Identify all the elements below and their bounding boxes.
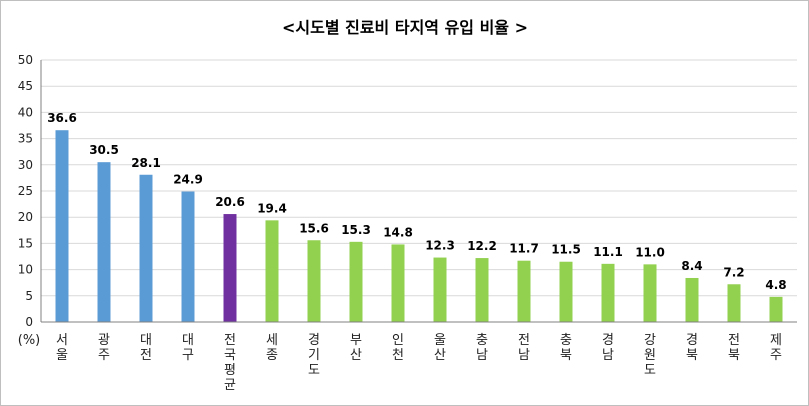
value-label: 15.3 — [341, 223, 371, 237]
y-axis-ticks: 0 5 10 15 20 25 30 35 40 45 50 — [18, 53, 33, 329]
value-label: 30.5 — [89, 143, 119, 157]
bar-인천 — [391, 244, 405, 322]
value-label: 11.1 — [593, 245, 623, 259]
value-label: 4.8 — [765, 278, 786, 292]
bar-경북 — [685, 277, 699, 322]
value-label: 11.0 — [635, 245, 665, 259]
y-tick-label: 35 — [18, 132, 33, 146]
value-label: 24.9 — [173, 173, 203, 187]
bar-부산 — [349, 241, 363, 322]
bar-충남 — [475, 258, 489, 322]
bar-경남 — [601, 263, 615, 322]
y-tick-label: 15 — [18, 236, 33, 250]
bar-충북 — [559, 261, 573, 322]
value-label: 15.6 — [299, 221, 329, 235]
y-tick-label: 25 — [18, 184, 33, 198]
value-label: 8.4 — [681, 259, 702, 273]
chart-title: <시도별 진료비 타지역 유입 비율 > — [282, 18, 528, 37]
y-tick-label: 5 — [25, 289, 33, 303]
y-tick-label: 10 — [18, 263, 33, 277]
value-label: 12.2 — [467, 239, 497, 253]
category-labels: 서 울 광 주 대 전 대 구 전 국 평 균 세 종 경 기 도 부 산 인 천 울 산 충 남 전 남 충 북 경 남 강 원 도 경 북 전 북 제 주 — [56, 333, 782, 393]
bar-광주 — [97, 162, 111, 322]
y-tick-label: 20 — [18, 210, 33, 224]
value-label: 20.6 — [215, 195, 245, 209]
bar-전국평균 — [223, 214, 237, 322]
y-tick-label: 30 — [18, 158, 33, 172]
bar-대전 — [139, 174, 153, 322]
value-label: 12.3 — [425, 239, 455, 253]
value-label: 28.1 — [131, 156, 161, 170]
bar-대구 — [181, 191, 195, 322]
value-labels: 36.6 30.5 28.1 24.9 20.6 19.4 15.6 15.3 14.8 12.3… — [47, 111, 786, 292]
value-label: 36.6 — [47, 111, 77, 125]
bar-경기도 — [307, 240, 321, 322]
value-label: 14.8 — [383, 225, 413, 239]
grid-lines — [41, 59, 797, 297]
y-tick-label: 45 — [18, 79, 33, 93]
bar-강원도 — [643, 264, 657, 322]
value-label: 7.2 — [723, 265, 744, 279]
bar-전북 — [727, 284, 741, 322]
y-tick-label: 50 — [18, 53, 33, 67]
bar-전남 — [517, 260, 531, 322]
bar-서울 — [55, 130, 69, 322]
y-tick-label: 40 — [18, 105, 33, 119]
value-label: 11.5 — [551, 243, 581, 257]
bar-울산 — [433, 257, 447, 322]
bar-세종 — [265, 220, 279, 322]
bar-제주 — [769, 296, 783, 322]
value-label: 19.4 — [257, 201, 287, 215]
y-tick-label: 0 — [25, 315, 33, 329]
unit-label: (%) — [18, 333, 41, 348]
bars — [55, 130, 783, 322]
value-label: 11.7 — [509, 242, 539, 256]
